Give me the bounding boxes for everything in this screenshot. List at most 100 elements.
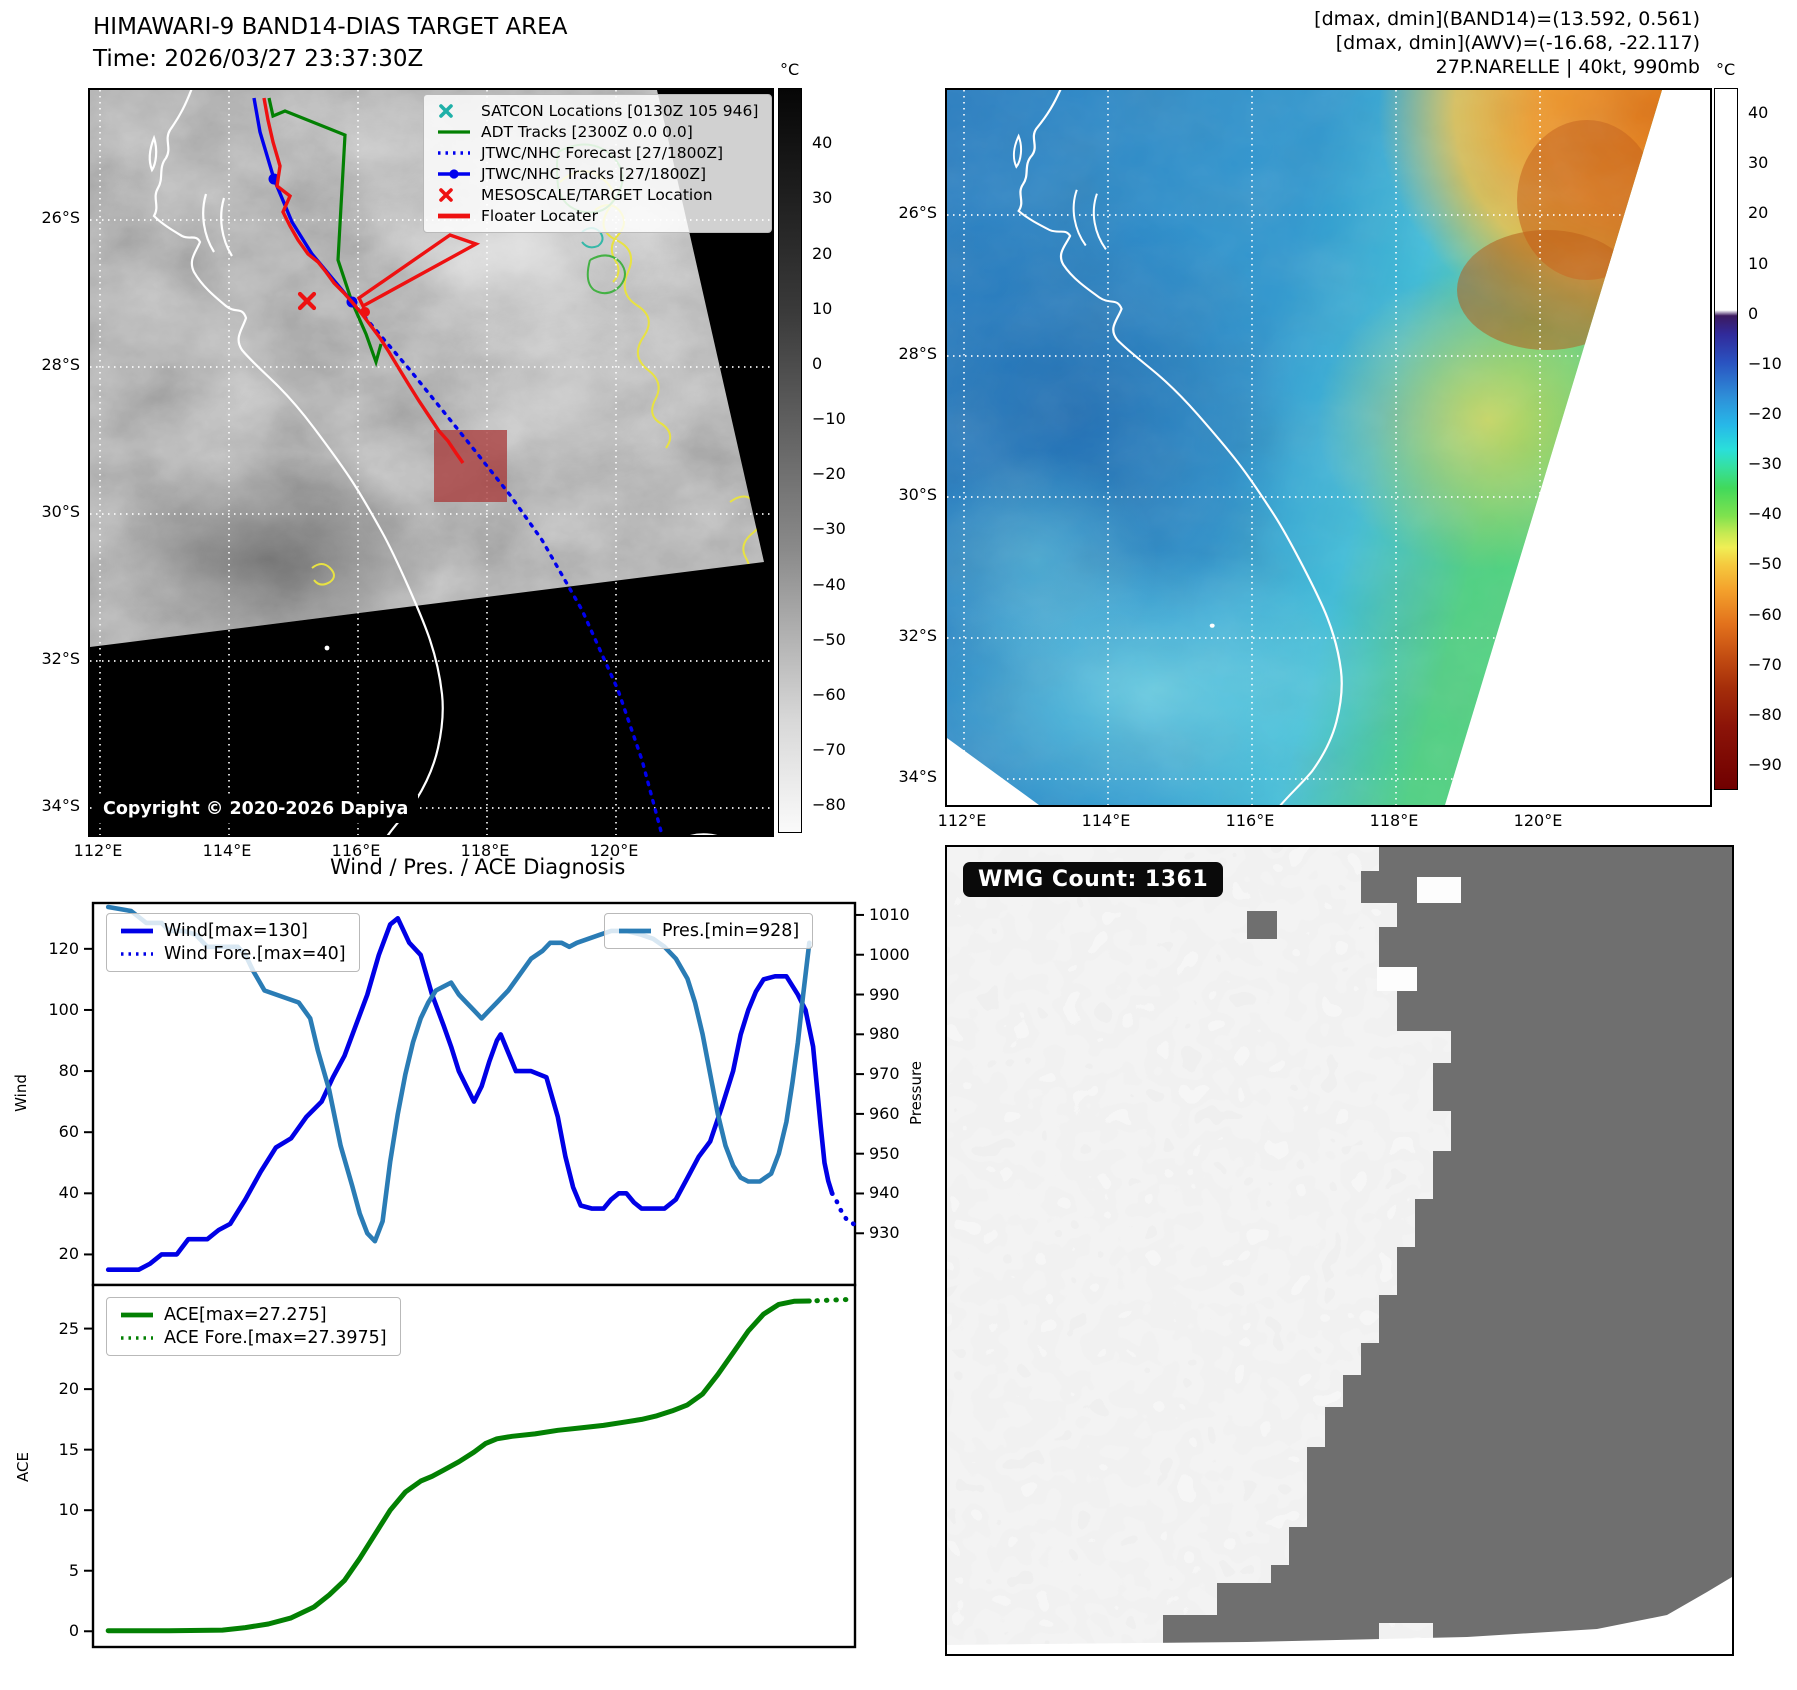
y-tick-label: 26°S: [898, 203, 937, 222]
x-tick-label: 120°E: [1513, 811, 1563, 830]
colorbar-tick-label: 10: [812, 298, 833, 318]
colorbar-tick-label: −10: [812, 409, 846, 429]
legend-item-label: Floater Locater: [481, 207, 598, 225]
wmg-swath-edge: [947, 1577, 1732, 1654]
x-tick-label: 114°E: [202, 841, 252, 860]
colorbar-tick-label: 0: [1748, 303, 1759, 323]
legend-item-label: ADT Tracks [2300Z 0.0 0.0]: [481, 123, 693, 141]
series-dotted: [829, 1190, 856, 1227]
y-tick-label: 34°S: [41, 796, 80, 815]
y-tick-label: 32°S: [41, 649, 80, 668]
y-tick-label: 980: [869, 1024, 900, 1044]
y-tick-label: 28°S: [898, 344, 937, 363]
dotted-legend-marker: [121, 952, 153, 956]
x-tick-label: 118°E: [460, 841, 510, 860]
series-solid: [105, 904, 812, 1244]
colorbar-tick-label: −60: [812, 685, 846, 705]
x-tick-label: 114°E: [1081, 811, 1131, 830]
dotted-legend-marker: [438, 151, 470, 155]
line-thick-legend-marker: [121, 928, 153, 934]
band14-colorbar: [778, 88, 802, 833]
colorbar-tick-label: −10: [1748, 353, 1782, 373]
coastline-group: [148, 90, 772, 835]
y-tick-label: 960: [869, 1103, 900, 1123]
y-tick-label: 25: [58, 1318, 79, 1338]
diagnosis-title: Wind / Pres. / ACE Diagnosis: [330, 855, 626, 879]
dotted-legend-marker: [121, 1336, 153, 1340]
floater-track: [262, 97, 465, 464]
y-tick-label: 28°S: [41, 355, 80, 374]
page-title: HIMAWARI-9 BAND14-DIAS TARGET AREA: [93, 14, 568, 40]
series-solid: [105, 1298, 812, 1634]
series-dotted: [814, 1297, 856, 1304]
y-tick-label: 80: [58, 1061, 79, 1081]
colorbar-tick-label: 30: [1748, 153, 1769, 173]
legend-item-label: Wind Fore.[max=40]: [164, 944, 346, 964]
x-tick-label: 116°E: [331, 841, 381, 860]
legend-item-label: Wind[max=130]: [164, 921, 308, 941]
legend-item-label: SATCON Locations [0130Z 105 946]: [481, 102, 759, 120]
colorbar-tick-label: 0: [812, 353, 823, 373]
dmax-dmin-awv: [dmax, dmin](AWV)=(-16.68, -22.117): [1335, 32, 1700, 54]
colorbar-tick-label: −20: [812, 464, 846, 484]
awv-colorbar-unit: °C: [1716, 60, 1736, 79]
floater-point: [360, 307, 370, 317]
y-tick-label: 120: [48, 938, 79, 958]
colorbar-tick-label: 20: [812, 243, 833, 263]
colorbar-tick-label: 10: [1748, 253, 1769, 273]
y-tick-label: 26°S: [41, 208, 80, 227]
y-tick-label: 0: [68, 1621, 79, 1641]
y-tick-label: 20: [58, 1244, 79, 1264]
legend-item: SATCON Locations [0130Z 105 946]: [437, 102, 758, 120]
colorbar-tick-label: −40: [1748, 504, 1782, 524]
legend-item: Floater Locater: [437, 207, 758, 225]
band14-colorbar-unit: °C: [780, 60, 800, 79]
y-tick-label: 930: [869, 1223, 900, 1243]
storm-status: 27P.NARELLE | 40kt, 990mb: [1435, 56, 1700, 78]
target-box: [434, 430, 507, 502]
mesoscale-x-marker: [297, 291, 317, 311]
line-thick-legend-marker: [121, 1312, 153, 1318]
series-solid: [105, 915, 835, 1273]
legend-item-label: JTWC/NHC Forecast [27/1800Z]: [481, 144, 724, 162]
y-tick-label: 5: [68, 1560, 79, 1580]
y-tick-label: 970: [869, 1064, 900, 1084]
legend-item: Wind[max=130]: [120, 921, 346, 941]
colorbar-tick-label: −70: [1748, 654, 1782, 674]
colorbar-tick-label: 20: [1748, 203, 1769, 223]
legend-item-label: JTWC/NHC Tracks [27/1800Z]: [481, 165, 707, 183]
y-tick-label: 32°S: [898, 626, 937, 645]
adt-track: [267, 97, 383, 368]
awv-map: [945, 88, 1712, 807]
pres-legend: Pres.[min=928]: [604, 913, 814, 949]
legend-item-label: MESOSCALE/TARGET Location: [481, 186, 713, 204]
legend-item: ADT Tracks [2300Z 0.0 0.0]: [437, 123, 758, 141]
wmg-outside-region: [1289, 847, 1732, 1654]
ace-legend: ACE[max=27.275] ACE Fore.[max=27.3975]: [106, 1297, 401, 1356]
y-tick-label: 34°S: [898, 767, 937, 786]
colorbar-tick-label: −80: [1748, 704, 1782, 724]
pressure-ylabel: Pressure: [907, 1060, 926, 1126]
wmg-count-badge: WMG Count: 1361: [963, 862, 1224, 897]
legend-item: MESOSCALE/TARGET Location: [437, 186, 758, 204]
x-tick-label: 120°E: [589, 841, 639, 860]
awv-swath: [947, 90, 1662, 805]
y-tick-label: 40: [58, 1183, 79, 1203]
legend-item: ACE[max=27.275]: [120, 1305, 387, 1325]
colorbar-tick-label: −20: [1748, 403, 1782, 423]
y-tick-label: 30°S: [41, 502, 80, 521]
floater-outline: [356, 233, 481, 309]
colorbar-tick-label: −50: [812, 629, 846, 649]
y-tick-label: 10: [58, 1500, 79, 1520]
x-tick-label: 116°E: [1225, 811, 1275, 830]
colorbar-tick-label: −30: [812, 519, 846, 539]
wind-ylabel: Wind: [11, 1074, 30, 1112]
colorbar-tick-label: 40: [812, 133, 833, 153]
y-tick-label: 15: [58, 1439, 79, 1459]
y-tick-label: 1010: [869, 904, 910, 924]
colorbar-tick-label: −80: [812, 795, 846, 815]
dmax-dmin-band14: [dmax, dmin](BAND14)=(13.592, 0.561): [1314, 8, 1700, 30]
y-tick-label: 950: [869, 1143, 900, 1163]
map-legend: SATCON Locations [0130Z 105 946] ADT Trac…: [423, 94, 773, 233]
